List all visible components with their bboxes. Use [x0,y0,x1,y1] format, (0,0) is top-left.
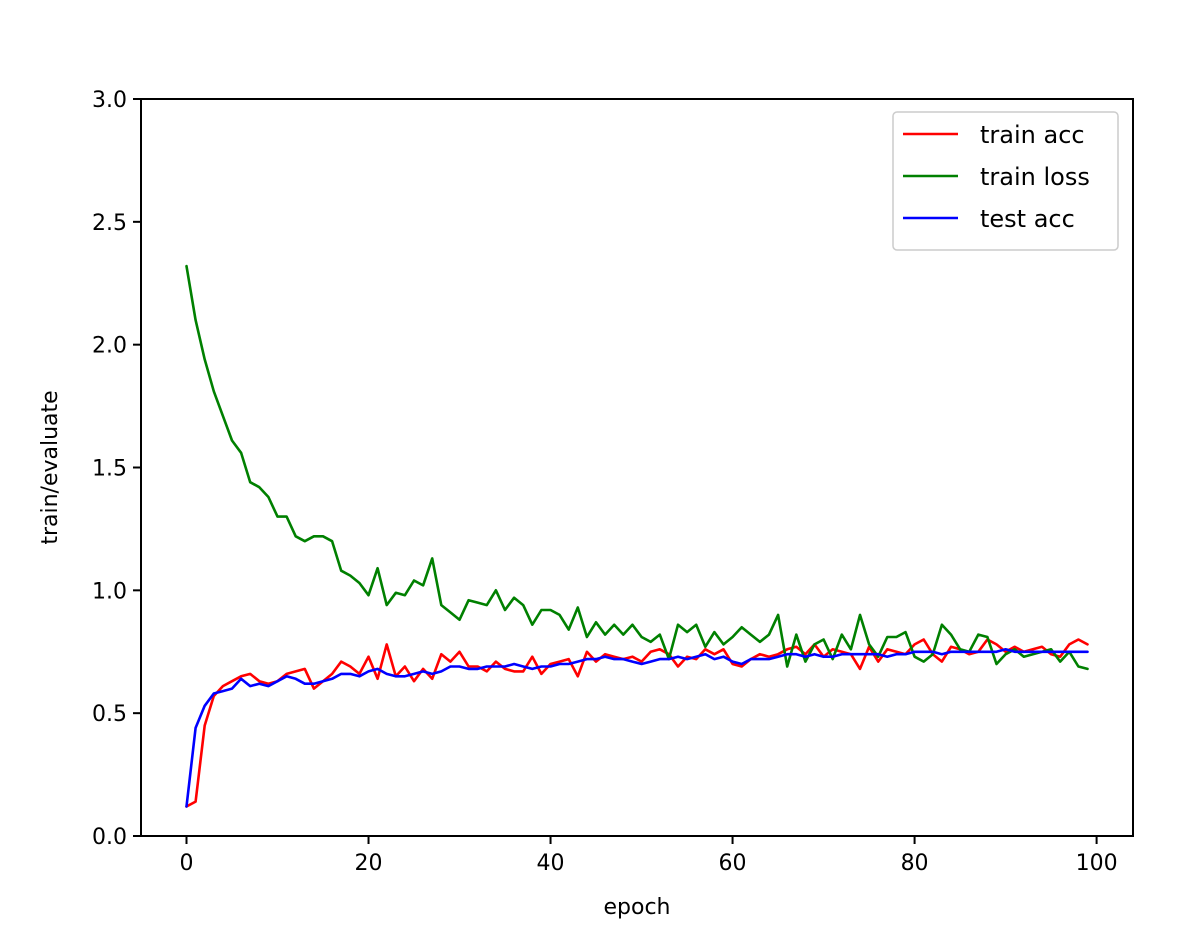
legend-label-train-acc: train acc [980,121,1085,149]
x-tick-label: 0 [180,851,194,876]
series-line-train-loss [185,264,1089,671]
series-line-test-acc [185,647,1089,808]
x-axis-label: epoch [604,895,671,920]
legend-label-train-loss: train loss [980,163,1090,191]
y-tick-label: 0.5 [92,702,127,727]
x-axis: 0 20 40 60 80 100 [180,836,1118,876]
legend-label-test-acc: test acc [980,205,1075,233]
x-tick-label: 20 [355,851,383,876]
y-tick-label: 2.0 [92,334,127,359]
legend-box [892,111,1119,251]
x-tick-label: 60 [719,851,747,876]
series-layer [185,264,1089,808]
y-tick-label: 0.0 [92,825,127,850]
legend: train acc train loss test acc [892,111,1119,251]
y-axis: 0.0 0.5 1.0 1.5 2.0 2.5 3.0 [92,88,141,850]
x-tick-label: 100 [1076,851,1118,876]
x-tick-label: 40 [537,851,565,876]
series-line-train-acc [185,638,1089,808]
y-tick-label: 2.5 [92,211,127,236]
y-tick-label: 1.0 [92,579,127,604]
y-axis-label: train/evaluate [38,390,63,544]
x-tick-label: 80 [901,851,929,876]
y-tick-label: 3.0 [92,88,127,113]
y-tick-label: 1.5 [92,457,127,482]
